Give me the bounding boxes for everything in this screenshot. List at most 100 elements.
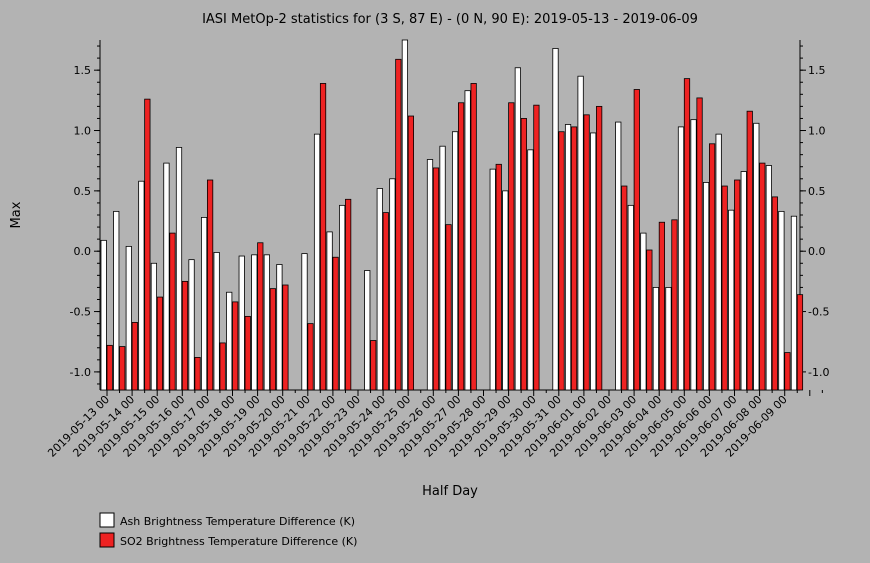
so2-bar-46 <box>683 78 691 391</box>
y-tick-label-right: 0.0 <box>808 245 826 258</box>
so2-bar-8 <box>206 179 214 391</box>
ash-bar-12 <box>251 254 258 391</box>
ash-bar-41 <box>615 121 622 391</box>
x-axis-label: Half Day <box>422 484 478 499</box>
so2-bar-1 <box>119 346 126 391</box>
ash-bar-13 <box>263 254 270 391</box>
ash-bar-3 <box>138 180 145 391</box>
legend-label-ash: Ash Brightness Temperature Difference (K… <box>120 515 355 528</box>
so2-bar-44 <box>658 221 666 391</box>
so2-bar-33 <box>520 118 527 391</box>
so2-bar-12 <box>257 242 264 391</box>
y-tick-label-left: -1.0 <box>70 366 91 379</box>
so2-bar-2 <box>131 322 138 391</box>
so2-bar-11 <box>244 315 251 391</box>
ash-bar-49 <box>715 133 722 391</box>
ash-bar-32 <box>502 190 509 391</box>
so2-bar-16 <box>307 323 314 391</box>
ash-bar-51 <box>740 171 747 391</box>
ash-bar-9 <box>213 252 220 391</box>
so2-bar-18 <box>332 256 339 391</box>
so2-bar-27 <box>445 224 452 391</box>
so2-bar-23 <box>395 58 402 391</box>
so2-bar-19 <box>345 198 352 391</box>
ash-bar-19 <box>339 204 346 391</box>
ash-bar-47 <box>690 119 697 391</box>
so2-bar-9 <box>219 342 226 391</box>
so2-bar-49 <box>721 185 728 391</box>
ash-bar-22 <box>376 188 383 391</box>
so2-bar-36 <box>558 131 565 391</box>
ash-bar-16 <box>301 253 308 391</box>
ash-bar-14 <box>276 264 283 391</box>
so2-bar-6 <box>181 280 189 391</box>
so2-bar-55 <box>796 294 804 391</box>
ash-bar-26 <box>426 159 434 391</box>
so2-bar-17 <box>319 83 327 391</box>
y-tick-label-right: -1.0 <box>808 366 829 379</box>
so2-bar-39 <box>596 105 603 391</box>
so2-bar-32 <box>508 102 515 391</box>
so2-bar-29 <box>470 83 477 391</box>
ash-bar-39 <box>590 132 597 391</box>
so2-bar-38 <box>583 114 590 391</box>
so2-bar-45 <box>671 219 678 391</box>
so2-bar-52 <box>759 162 766 391</box>
y-tick-label-left: 1.5 <box>74 64 92 77</box>
bars <box>100 39 804 391</box>
ash-bar-1 <box>113 210 120 391</box>
so2-bar-21 <box>370 340 377 391</box>
so2-bar-37 <box>570 126 578 391</box>
ash-bar-48 <box>703 182 710 391</box>
so2-bar-47 <box>696 97 703 391</box>
so2-bar-5 <box>169 232 176 391</box>
ash-bar-45 <box>665 287 672 391</box>
ash-bar-23 <box>389 178 396 391</box>
ash-bar-27 <box>439 145 446 391</box>
so2-bar-14 <box>282 284 289 391</box>
so2-bar-53 <box>771 196 778 391</box>
ash-bar-43 <box>640 232 647 391</box>
ash-bar-2 <box>125 245 132 391</box>
so2-bar-10 <box>232 301 239 391</box>
so2-bar-7 <box>194 357 201 391</box>
so2-bar-24 <box>407 115 415 391</box>
ash-bar-8 <box>200 217 208 391</box>
so2-bar-42 <box>633 89 640 391</box>
so2-bar-34 <box>533 104 540 391</box>
ash-bar-11 <box>238 255 245 391</box>
chart-title: IASI MetOp-2 statistics for (3 S, 87 E) … <box>202 12 698 27</box>
ash-bar-21 <box>364 270 371 391</box>
ash-bar-6 <box>175 147 183 391</box>
ash-bar-31 <box>489 168 496 391</box>
ash-bar-4 <box>150 262 157 391</box>
y-tick-label-left: -0.5 <box>70 306 91 319</box>
ash-bar-24 <box>401 39 409 391</box>
ash-bar-33 <box>514 67 521 391</box>
ash-bar-10 <box>226 291 233 391</box>
so2-bar-50 <box>734 179 741 391</box>
so2-bar-54 <box>784 352 791 391</box>
ash-bar-53 <box>765 165 772 391</box>
so2-bar-31 <box>495 163 502 391</box>
so2-bar-43 <box>646 249 653 391</box>
so2-bar-4 <box>156 296 163 391</box>
ash-bar-52 <box>753 122 760 391</box>
ash-bar-50 <box>728 209 735 391</box>
legend: Ash Brightness Temperature Difference (K… <box>99 512 357 548</box>
ash-bar-44 <box>652 287 660 391</box>
so2-bar-13 <box>269 288 276 391</box>
legend-swatch-so2 <box>99 532 115 548</box>
y-tick-label-right: -0.5 <box>808 306 829 319</box>
ash-bar-42 <box>627 204 634 391</box>
so2-bar-51 <box>746 110 753 391</box>
so2-bar-41 <box>621 185 628 391</box>
ash-bar-28 <box>451 131 459 391</box>
ash-bar-29 <box>464 90 471 391</box>
so2-bar-3 <box>144 98 151 391</box>
so2-bar-26 <box>432 167 440 391</box>
so2-bar-48 <box>709 143 716 391</box>
ash-bar-36 <box>552 48 559 391</box>
so2-bar-28 <box>457 102 465 391</box>
